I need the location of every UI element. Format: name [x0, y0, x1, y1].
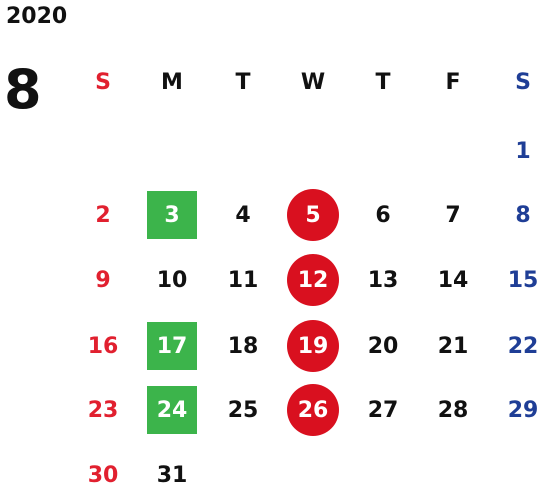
day-cell[interactable]: 15	[507, 267, 539, 293]
day-cell[interactable]: 6	[375, 202, 391, 228]
weekday-header: W	[300, 69, 326, 95]
day-cell[interactable]: 28	[437, 397, 469, 423]
day-cell-green-marked[interactable]: 24	[147, 386, 197, 434]
day-cell[interactable]: 13	[367, 267, 399, 293]
weekday-header: S	[515, 69, 531, 95]
day-cell[interactable]: 23	[87, 397, 119, 423]
day-cell[interactable]: 21	[437, 333, 469, 359]
day-cell[interactable]: 2	[95, 202, 111, 228]
day-cell-green-marked[interactable]: 17	[147, 322, 197, 370]
year-label: 2020	[6, 4, 68, 29]
day-cell-red-marked[interactable]: 19	[287, 320, 339, 372]
day-cell[interactable]: 16	[87, 333, 119, 359]
weekday-header: M	[161, 69, 183, 95]
day-cell[interactable]: 9	[95, 267, 111, 293]
day-cell-red-marked[interactable]: 12	[287, 254, 339, 306]
day-cell[interactable]: 30	[87, 462, 119, 488]
day-cell[interactable]: 27	[367, 397, 399, 423]
day-cell[interactable]: 1	[515, 138, 531, 164]
day-cell[interactable]: 20	[367, 333, 399, 359]
day-cell[interactable]: 10	[156, 267, 188, 293]
weekday-header: T	[235, 69, 251, 95]
day-cell[interactable]: 14	[437, 267, 469, 293]
day-cell[interactable]: 11	[227, 267, 259, 293]
day-cell[interactable]: 29	[507, 397, 539, 423]
day-cell[interactable]: 31	[156, 462, 188, 488]
day-cell[interactable]: 18	[227, 333, 259, 359]
weekday-header: T	[375, 69, 391, 95]
day-cell[interactable]: 22	[507, 333, 539, 359]
day-cell[interactable]: 8	[515, 202, 531, 228]
day-cell[interactable]: 4	[235, 202, 251, 228]
day-cell-green-marked[interactable]: 3	[147, 191, 197, 239]
day-cell-red-marked[interactable]: 5	[287, 189, 339, 241]
weekday-header: S	[95, 69, 111, 95]
day-cell[interactable]: 7	[445, 202, 461, 228]
weekday-header: F	[445, 69, 461, 95]
day-cell-red-marked[interactable]: 26	[287, 384, 339, 436]
month-number: 8	[4, 58, 42, 121]
day-cell[interactable]: 25	[227, 397, 259, 423]
